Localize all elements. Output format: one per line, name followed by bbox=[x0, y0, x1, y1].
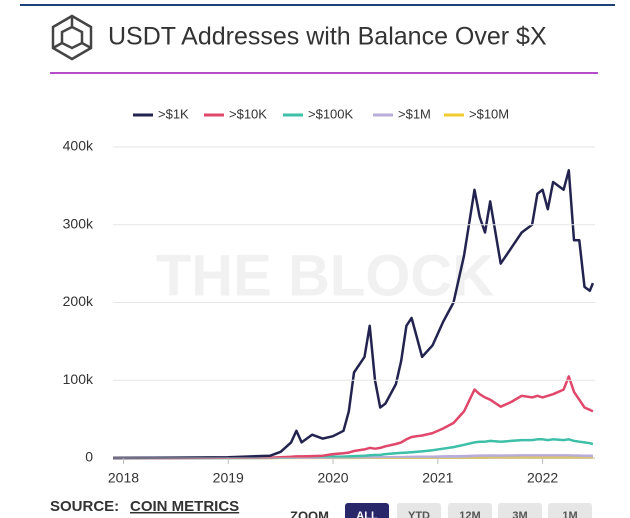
y-tick-label: 100k bbox=[63, 371, 94, 387]
x-tick-label: 2019 bbox=[213, 470, 244, 486]
series-line bbox=[112, 169, 595, 460]
x-tick-label: 2018 bbox=[108, 470, 139, 486]
chart-title: USDT Addresses with Balance Over $X bbox=[108, 23, 547, 51]
zoom-button-label[interactable]: 12M bbox=[459, 510, 480, 518]
x-tick-label: 2021 bbox=[422, 470, 453, 486]
legend-label: >$10K bbox=[229, 106, 267, 121]
x-tick-label: 2020 bbox=[317, 470, 348, 486]
y-tick-label: 400k bbox=[63, 138, 94, 154]
plot bbox=[112, 169, 595, 460]
zoom-button[interactable] bbox=[548, 503, 592, 518]
zoom-button-label[interactable]: YTD bbox=[408, 510, 430, 518]
x-tick-label: 2022 bbox=[527, 470, 558, 486]
legend-label: >$1K bbox=[158, 106, 189, 121]
zoom-button[interactable] bbox=[397, 503, 441, 518]
zoom-button[interactable] bbox=[448, 503, 492, 518]
legend-label: >$1M bbox=[398, 106, 431, 121]
zoom-button[interactable] bbox=[498, 503, 542, 518]
legend-label: >$100K bbox=[308, 106, 354, 121]
zoom-label: ZOOM bbox=[290, 508, 329, 518]
y-tick-label: 300k bbox=[63, 215, 94, 231]
y-tick-label: 0 bbox=[85, 449, 93, 465]
watermark: THE BLOCK bbox=[156, 243, 494, 308]
zoom-button-label[interactable]: 1M bbox=[562, 510, 577, 518]
zoom-button[interactable] bbox=[345, 503, 389, 518]
series-line bbox=[113, 375, 594, 460]
source-name: COIN METRICS bbox=[130, 498, 239, 515]
y-tick-label: 200k bbox=[63, 293, 94, 309]
source-label: SOURCE: bbox=[50, 498, 119, 515]
legend-label: >$10M bbox=[469, 106, 509, 121]
zoom-button-label[interactable]: 3M bbox=[512, 510, 527, 518]
zoom-button-label[interactable]: ALL bbox=[356, 510, 378, 518]
logo bbox=[51, 14, 93, 61]
